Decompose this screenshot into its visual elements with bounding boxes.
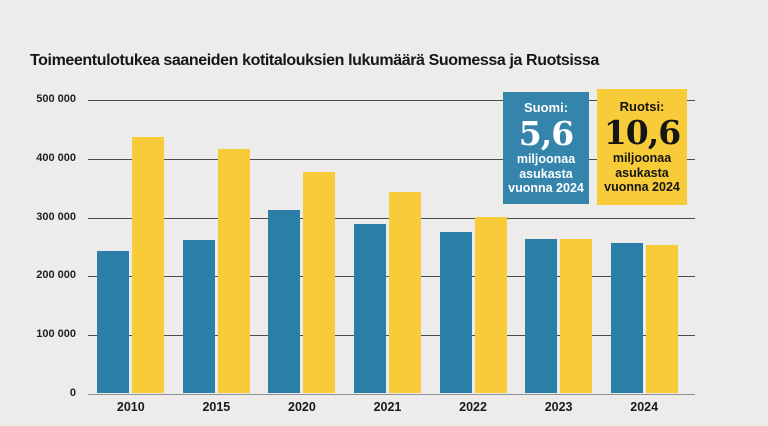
y-axis-tick-label: 0 xyxy=(69,387,76,399)
bar-group-2022: 2022 xyxy=(439,217,507,414)
y-axis-tick-label: 300 000 xyxy=(36,211,76,223)
x-axis-tick-label: 2023 xyxy=(544,400,573,414)
y-axis-tick-label: 500 000 xyxy=(36,93,76,105)
bar-suomi-2022 xyxy=(439,232,472,393)
info-box-ruotsi: Ruotsi: 10,6 miljoonaa asukasta vuonna 2… xyxy=(597,89,687,205)
y-axis-tick-label: 200 000 xyxy=(36,269,76,281)
bar-group-2021: 2021 xyxy=(353,192,421,414)
bar-suomi-2015 xyxy=(182,240,215,393)
y-axis-tick-label: 400 000 xyxy=(36,152,76,164)
bar-suomi-2010 xyxy=(97,251,130,393)
x-axis-tick-label: 2010 xyxy=(116,400,145,414)
info-box-suomi: Suomi: 5,6 miljoonaa asukasta vuonna 202… xyxy=(503,92,589,204)
plot-area: 500 000 400 000 300 000 200 000 100 000 0 201… xyxy=(36,93,695,414)
gridline: 400 000 xyxy=(36,152,695,164)
bar-group-2024: 2024 xyxy=(610,243,678,414)
bar-group-2023: 2023 xyxy=(525,239,593,414)
x-axis-tick-label: 2022 xyxy=(459,400,487,414)
suomi-population-value: 5,6 xyxy=(518,113,574,153)
x-axis-line: 0 xyxy=(70,387,695,399)
x-axis-tick-label: 2015 xyxy=(202,400,231,414)
bar-group-2010: 2010 xyxy=(97,137,165,414)
bar-ruotsi-2022 xyxy=(474,217,507,393)
chart-title: Toimeentulotukea saaneiden kotitalouksie… xyxy=(30,52,599,69)
bar-group-2020: 2020 xyxy=(268,172,336,414)
y-axis-tick-label: 100 000 xyxy=(36,328,76,340)
x-axis-tick-label: 2021 xyxy=(373,400,402,414)
x-axis-tick-label: 2024 xyxy=(630,400,659,414)
ruotsi-label: Ruotsi: xyxy=(619,98,665,114)
ruotsi-line-3: vuonna 2024 xyxy=(604,179,680,194)
bar-ruotsi-2010 xyxy=(132,137,165,393)
gridline: 500 000 xyxy=(36,93,695,105)
suomi-label: Suomi: xyxy=(523,99,569,115)
suomi-line-1: miljoonaa xyxy=(516,152,576,167)
suomi-line-3: vuonna 2024 xyxy=(508,180,584,195)
ruotsi-line-2: asukasta xyxy=(615,165,669,180)
ruotsi-population-value: 10,6 xyxy=(603,112,681,152)
bar-ruotsi-2020 xyxy=(303,172,336,393)
bars-container: 2010 2015 2020 2021 2022 2023 2024 xyxy=(88,100,687,414)
ruotsi-line-1: miljoonaa xyxy=(612,151,672,166)
bar-ruotsi-2021 xyxy=(388,192,421,393)
bar-ruotsi-2015 xyxy=(217,149,250,393)
bar-suomi-2020 xyxy=(268,210,301,393)
bar-suomi-2024 xyxy=(610,243,643,393)
bar-suomi-2021 xyxy=(353,224,386,393)
bar-group-2015: 2015 xyxy=(182,149,250,414)
x-axis-tick-label: 2020 xyxy=(288,400,316,414)
bar-ruotsi-2024 xyxy=(645,245,678,393)
suomi-line-2: asukasta xyxy=(519,166,573,181)
bar-ruotsi-2023 xyxy=(560,239,593,393)
bar-suomi-2023 xyxy=(525,239,558,393)
